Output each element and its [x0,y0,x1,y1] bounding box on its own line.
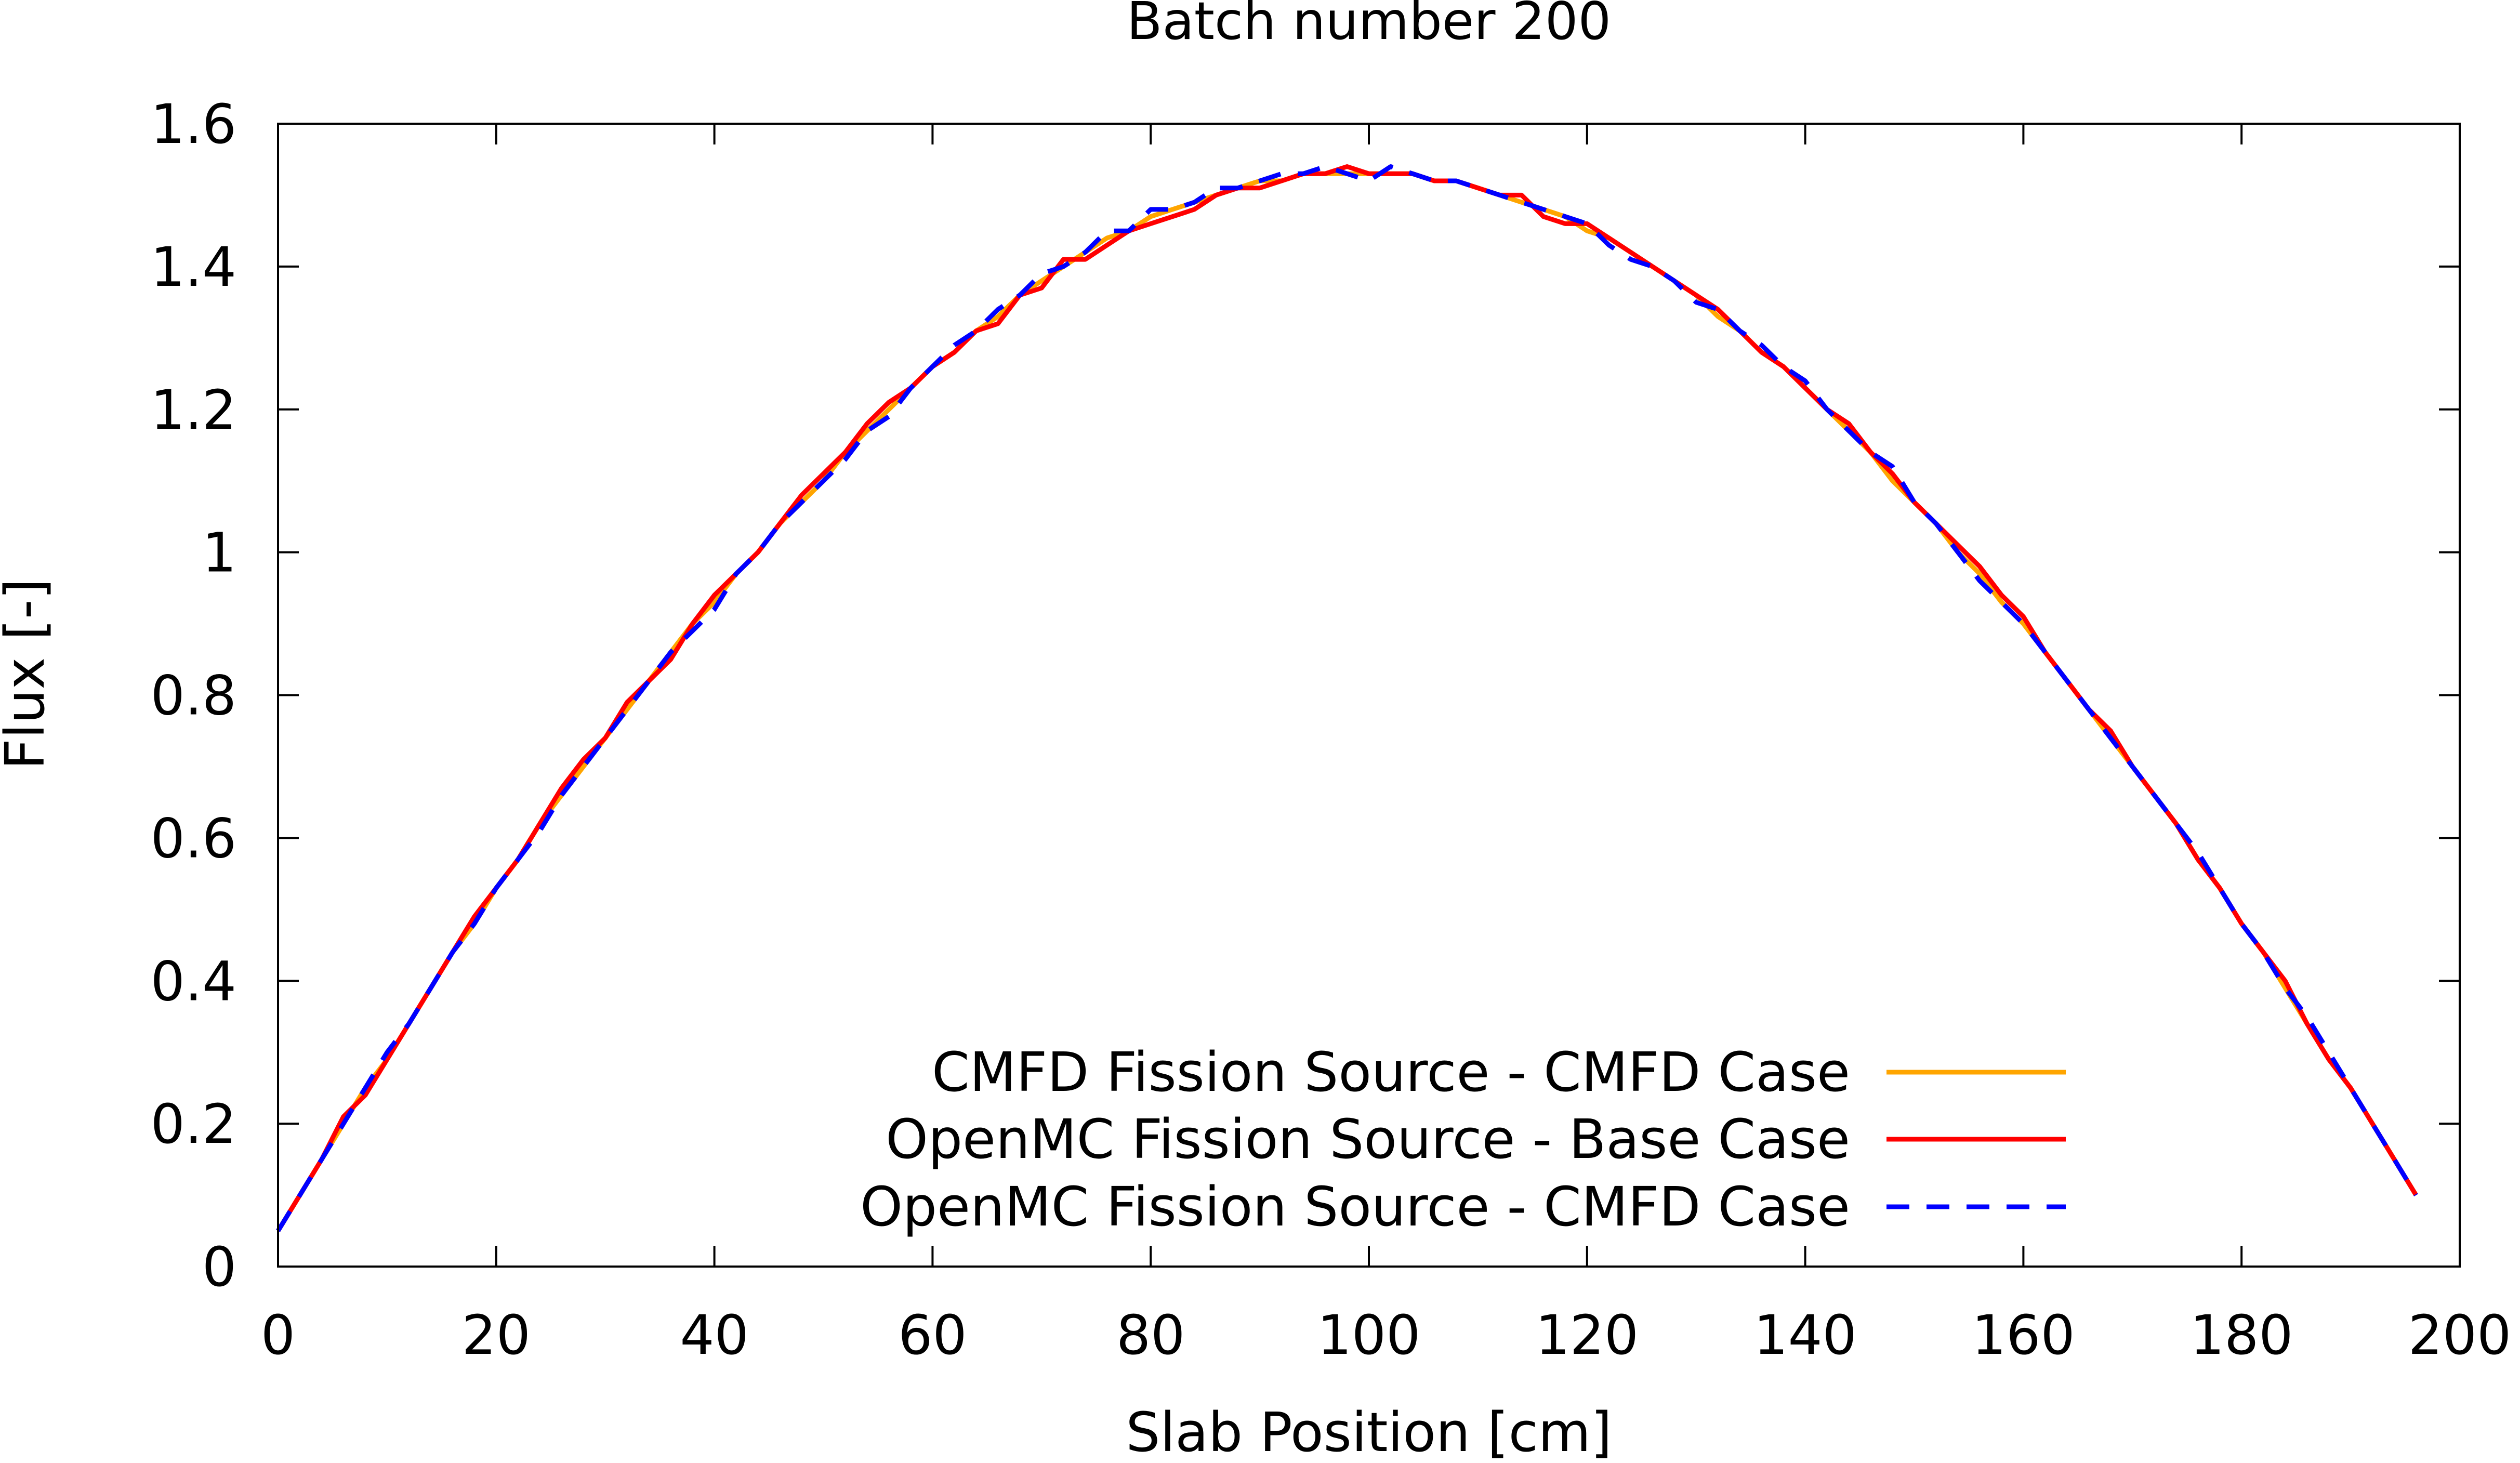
series-lines [276,164,2418,1232]
x-tick-label: 20 [462,1303,531,1367]
y-tick-label: 1 [202,521,236,585]
x-axis-label: Slab Position [cm] [1126,1401,1612,1463]
y-tick-label: 1.2 [151,378,236,442]
x-tick-label: 160 [1972,1303,2075,1367]
legend-label: OpenMC Fission Source - Base Case [886,1108,1850,1171]
y-tick-label: 0.2 [151,1092,236,1156]
axis-ticks: 0 20 40 60 80 100 120 140 160 180 200 0 0.2 0.4 0.6 0.8… [151,93,2512,1367]
x-tick-label: 200 [2408,1303,2512,1367]
plot-frame [277,123,2461,1268]
y-tick-label: 0.6 [151,807,236,870]
x-tick-label: 0 [261,1303,295,1367]
x-tick-label: 60 [898,1303,967,1367]
y-tick-label: 0.4 [151,950,236,1013]
y-tick-label: 1.6 [151,93,236,156]
y-tick-label: 0 [202,1235,236,1299]
x-tick-label: 120 [1536,1303,1639,1367]
y-axis-label: Flux [-] [0,578,57,770]
y-tick-label: 1.4 [151,235,236,299]
y-tick-label: 0.8 [151,664,236,728]
x-tick-label: 80 [1116,1303,1185,1367]
legend-label: OpenMC Fission Source - CMFD Case [860,1175,1850,1238]
x-tick-label: 100 [1317,1303,1421,1367]
x-tick-label: 40 [680,1303,748,1367]
x-tick-label: 180 [2190,1303,2293,1367]
chart-title: Batch number 200 [1127,0,1611,51]
x-tick-label: 140 [1753,1303,1857,1367]
openmc-fission-cmfd-case-line [276,164,2418,1232]
legend-label: CMFD Fission Source - CMFD Case [932,1040,1850,1104]
